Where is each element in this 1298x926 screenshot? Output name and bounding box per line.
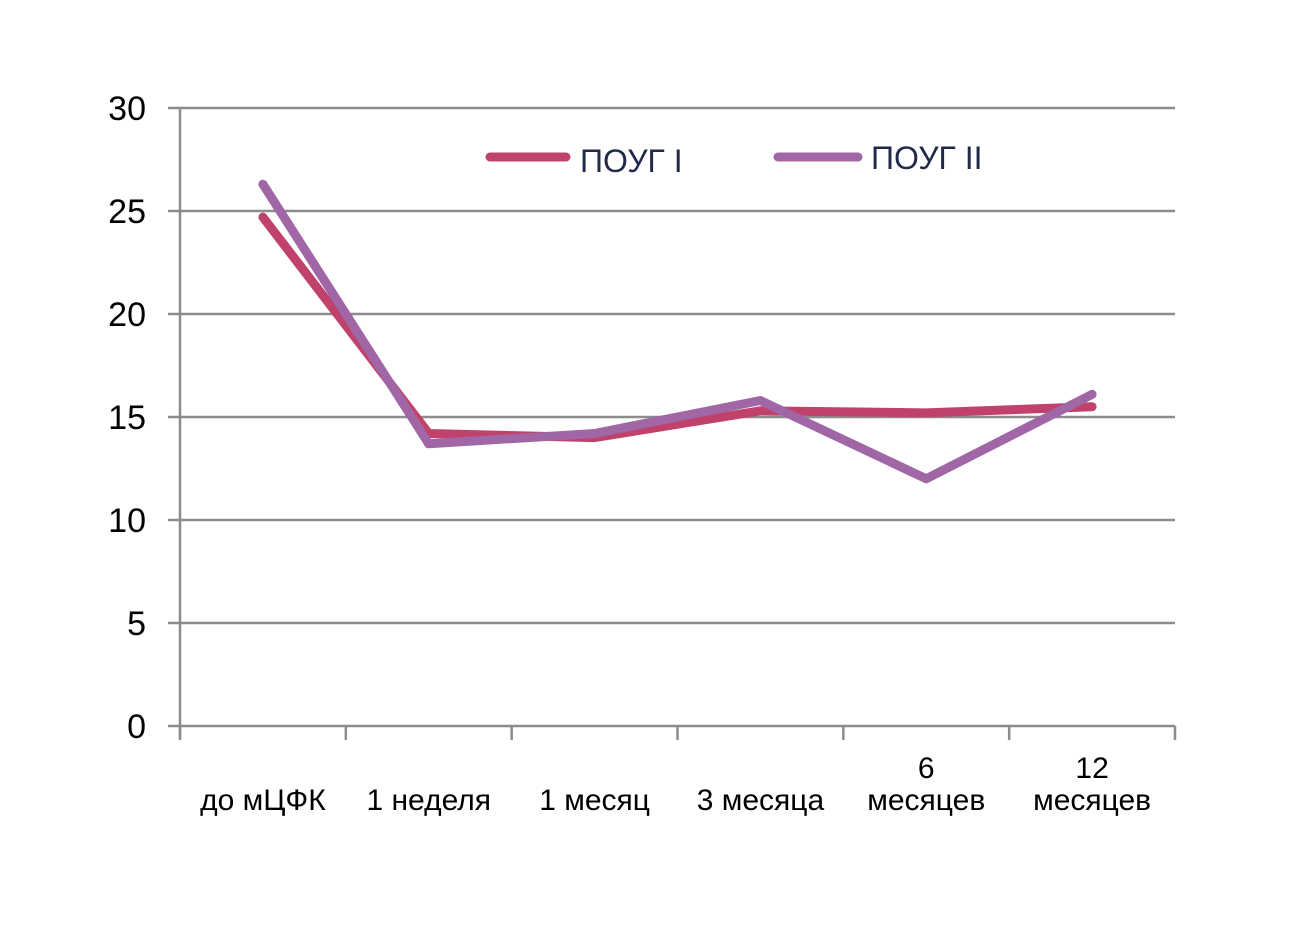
y-tick-label-10: 10 [108,502,146,540]
legend-label-2: ПОУГ II [871,140,983,176]
x-tick-label: до мЦФК [200,784,326,817]
y-tick-label-0: 0 [127,708,146,746]
legend: ПОУГ I ПОУГ II [485,140,983,179]
series-lines [258,179,1097,484]
x-tick-label: месяцев [867,784,985,817]
y-tick-label-15: 15 [108,399,146,437]
x-tick-label: 12 [1075,752,1108,785]
x-tick-labels: до мЦФК 1 неделя 1 месяц 3 месяца6месяцев12… [200,752,1151,817]
x-tick-label: 1 месяц [539,784,650,817]
y-tick-labels: 0 5 10 15 20 25 30 [108,90,146,746]
y-tick-label-20: 20 [108,296,146,334]
series-line-1 [258,212,1097,443]
x-tick-label: 1 неделя [366,784,491,817]
series-line-2 [258,179,1097,484]
y-tick-label-25: 25 [108,193,146,231]
y-tick-label-5: 5 [127,605,146,643]
x-tick-label: 3 месяца [697,784,825,817]
x-tick-label: месяцев [1033,784,1151,817]
legend-label-1: ПОУГ I [580,143,683,179]
y-tick-label-30: 30 [108,90,146,128]
x-tick-label: 6 [918,752,935,785]
axes [178,108,1177,740]
